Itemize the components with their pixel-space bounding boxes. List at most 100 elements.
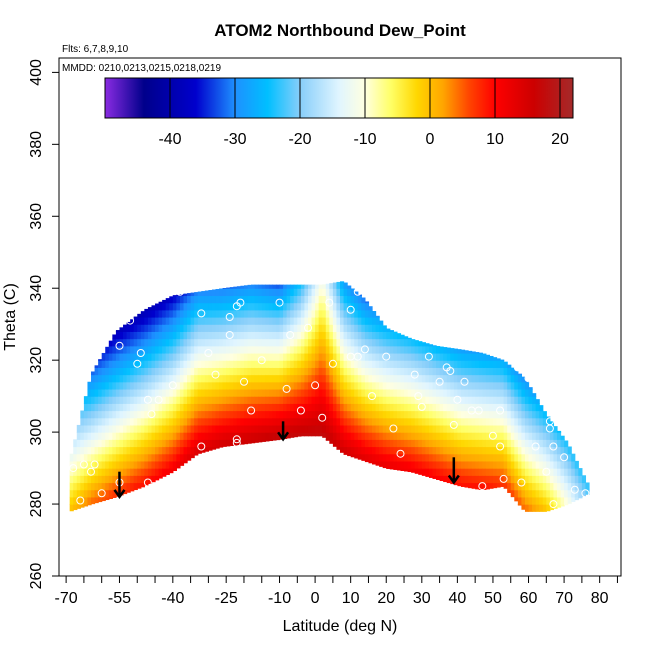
surface-cell bbox=[179, 446, 185, 455]
surface-cell bbox=[318, 374, 323, 383]
surface-cell bbox=[307, 381, 313, 390]
surface-cell bbox=[261, 374, 266, 383]
surface-cell bbox=[439, 424, 444, 433]
surface-cell bbox=[336, 281, 341, 289]
surface-cell bbox=[304, 388, 309, 397]
surface-cell bbox=[179, 374, 185, 383]
surface-cell bbox=[94, 453, 99, 462]
surface-cell bbox=[354, 324, 359, 332]
surface-cell bbox=[300, 367, 306, 376]
surface-cell bbox=[386, 381, 391, 390]
surface-cell bbox=[432, 403, 437, 412]
surface-cell bbox=[190, 388, 195, 397]
surface-cell bbox=[546, 416, 551, 419]
surface-cell bbox=[155, 367, 160, 376]
surface-cell bbox=[155, 360, 160, 368]
surface-cell bbox=[364, 417, 370, 426]
surface-cell bbox=[361, 381, 366, 390]
surface-cell bbox=[364, 396, 370, 404]
surface-cell bbox=[243, 367, 249, 376]
surface-cell bbox=[229, 374, 234, 383]
surface-cell bbox=[532, 417, 537, 426]
surface-cell bbox=[389, 439, 394, 448]
surface-cell bbox=[251, 360, 256, 368]
surface-cell bbox=[115, 439, 121, 448]
surface-cell bbox=[307, 345, 313, 354]
surface-cell bbox=[524, 460, 530, 469]
surface-cell bbox=[421, 342, 426, 347]
surface-cell bbox=[286, 338, 291, 347]
x-tick-label: 20 bbox=[377, 590, 395, 607]
surface-cell bbox=[428, 367, 434, 376]
surface-cell bbox=[233, 331, 238, 340]
observation-point bbox=[296, 406, 305, 415]
surface-cell bbox=[251, 309, 256, 318]
surface-cell bbox=[130, 324, 135, 332]
surface-cell bbox=[251, 284, 256, 289]
surface-cell bbox=[290, 324, 295, 332]
surface-cell bbox=[169, 317, 174, 325]
surface-cell bbox=[521, 453, 526, 462]
surface-cell bbox=[133, 374, 138, 383]
surface-cell bbox=[407, 468, 412, 473]
surface-cell bbox=[179, 352, 185, 361]
surface-cell bbox=[379, 331, 384, 340]
surface-cell bbox=[144, 439, 149, 448]
surface-cell bbox=[457, 417, 462, 426]
surface-cell bbox=[165, 324, 170, 332]
surface-cell bbox=[243, 410, 249, 419]
surface-cell bbox=[219, 345, 224, 354]
surface-cell bbox=[528, 504, 533, 512]
surface-cell bbox=[414, 432, 419, 440]
surface-cell bbox=[492, 453, 498, 462]
surface-cell bbox=[386, 345, 391, 354]
surface-cell bbox=[272, 381, 277, 390]
surface-cell bbox=[179, 439, 185, 448]
surface-cell bbox=[382, 338, 387, 347]
surface-cell bbox=[172, 453, 177, 462]
surface-cell bbox=[375, 324, 380, 332]
surface-cell bbox=[318, 317, 323, 325]
surface-cell bbox=[300, 338, 306, 347]
surface-cell bbox=[272, 432, 277, 440]
surface-cell bbox=[357, 360, 362, 368]
surface-cell bbox=[450, 403, 455, 412]
surface-cell bbox=[436, 410, 441, 419]
surface-cell bbox=[147, 317, 153, 325]
surface-cell bbox=[140, 381, 145, 390]
surface-cell bbox=[425, 460, 430, 469]
surface-cell bbox=[482, 403, 487, 412]
surface-cell bbox=[528, 475, 533, 484]
surface-cell bbox=[219, 302, 224, 311]
surface-cell bbox=[222, 295, 227, 304]
surface-cell bbox=[329, 331, 334, 340]
surface-cell bbox=[158, 331, 163, 340]
surface-cell bbox=[140, 460, 145, 469]
surface-cell bbox=[503, 439, 508, 448]
surface-cell bbox=[240, 285, 245, 289]
surface-cell bbox=[133, 324, 138, 332]
surface-cell bbox=[354, 302, 359, 311]
surface-cell bbox=[425, 345, 430, 354]
surface-cell bbox=[119, 367, 124, 376]
surface-cell bbox=[307, 360, 313, 368]
surface-cell bbox=[311, 295, 316, 304]
surface-cell bbox=[414, 410, 419, 419]
surface-cell bbox=[222, 367, 227, 376]
surface-cell bbox=[258, 424, 263, 433]
surface-cell bbox=[396, 468, 402, 471]
surface-cell bbox=[94, 424, 99, 433]
surface-cell bbox=[368, 446, 373, 455]
surface-cell bbox=[425, 388, 430, 397]
surface-cell bbox=[211, 417, 217, 426]
surface-cell bbox=[151, 305, 156, 311]
surface-cell bbox=[222, 388, 227, 397]
surface-cell bbox=[101, 432, 106, 440]
surface-cell bbox=[130, 374, 135, 383]
surface-cell bbox=[258, 317, 263, 325]
surface-cell bbox=[482, 396, 487, 404]
surface-cell bbox=[251, 381, 256, 390]
surface-cell bbox=[265, 396, 270, 404]
surface-cell bbox=[332, 403, 338, 412]
surface-cell bbox=[542, 482, 547, 491]
